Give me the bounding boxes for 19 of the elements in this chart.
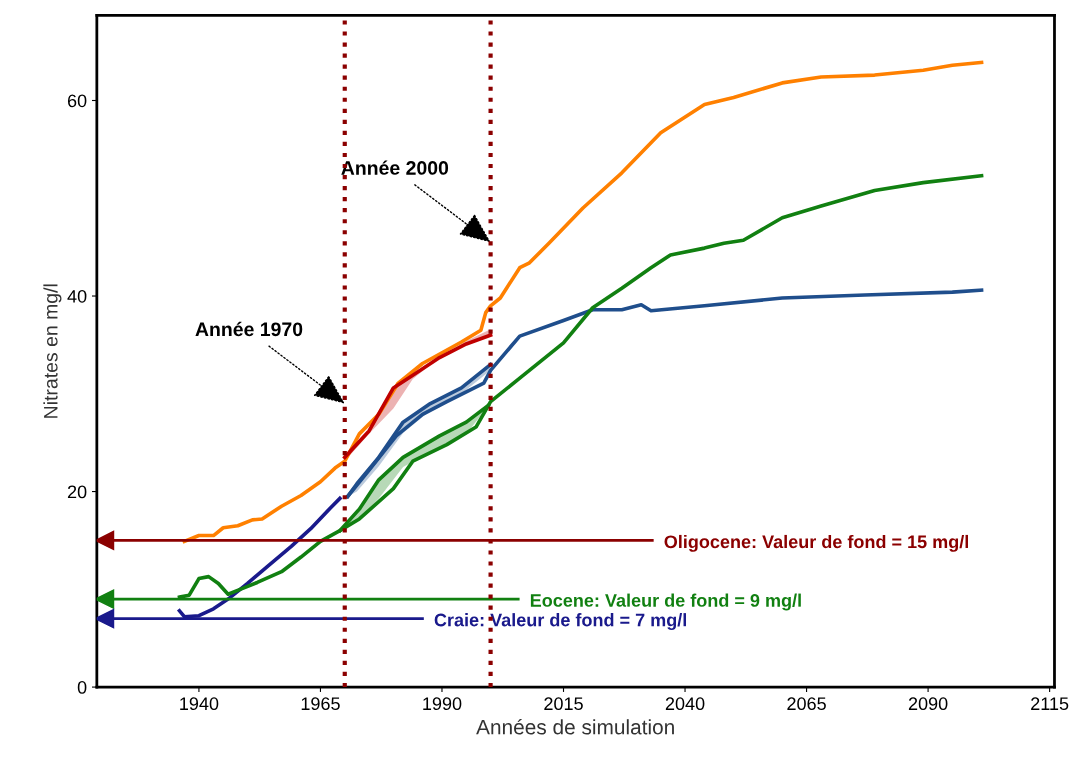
x-tick-label: 2040 [665, 697, 705, 711]
x-tick-label: 2015 [544, 697, 583, 711]
x-tick-label: 1965 [301, 697, 340, 711]
y-tick-label: 0 [77, 681, 87, 694]
y-tick-label: 60 [67, 94, 87, 108]
x-axis-title: Années de simulation [476, 718, 674, 735]
x-tick-label: 1990 [423, 697, 462, 711]
y-tick-label: 20 [67, 485, 87, 499]
y-axis-title: Nitrates en mg/l [43, 284, 62, 418]
x-tick-label: 2065 [787, 697, 826, 711]
annotation: Année 1970 [195, 321, 303, 337]
y-tick-label: 40 [67, 289, 87, 303]
ref-line-label: Oligocene: Valeur de fond = 15 mg/l [664, 534, 968, 552]
annotation: Année 2000 [341, 160, 449, 175]
ref-line-label: Eocene: Valeur de fond = 9 mg/l [530, 593, 801, 611]
x-tick-label: 2090 [908, 697, 948, 711]
x-tick-label: 1940 [180, 697, 219, 711]
ref-line-label: Craie: Valeur de fond = 7 mg/l [434, 613, 686, 631]
x-tick-label: 2115 [1031, 697, 1069, 711]
